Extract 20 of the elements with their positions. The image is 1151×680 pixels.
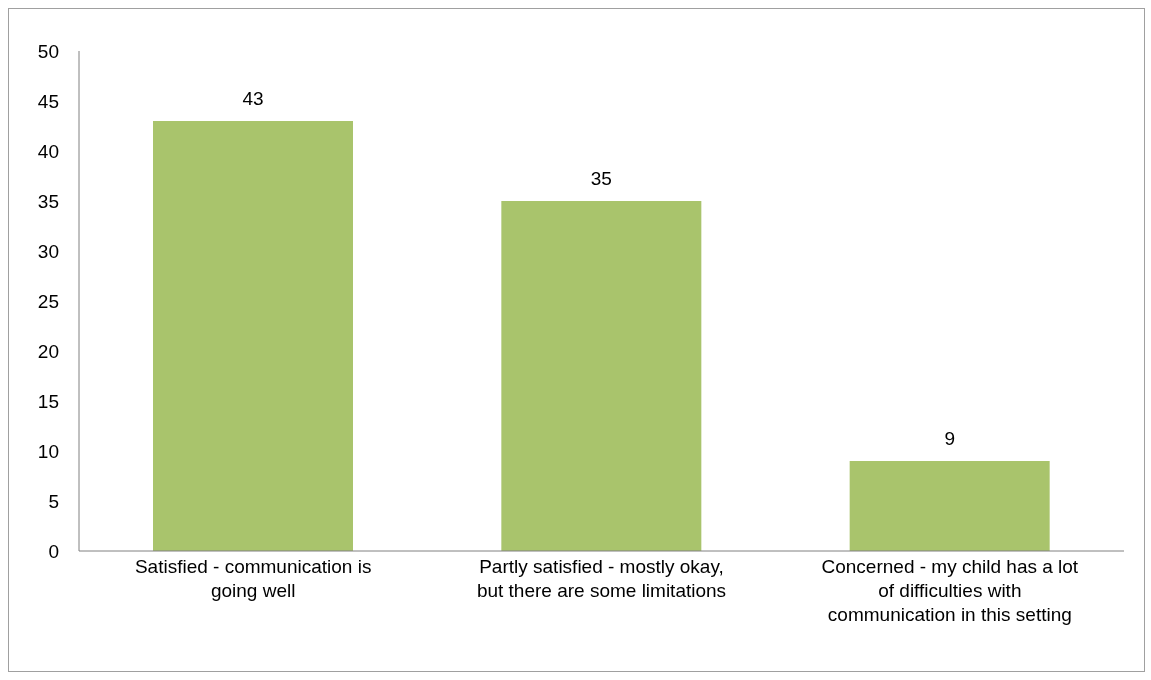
x-tick-label: Concerned - my child has a lot of difficulties with communication in this setting [821, 556, 1079, 625]
y-tick-label: 50 [37, 40, 59, 62]
y-tick-label: 5 [48, 490, 59, 512]
x-tick-label: Satisfied - communication is going well [134, 556, 372, 601]
y-tick-label: 10 [37, 440, 59, 462]
bar [849, 461, 1050, 551]
y-tick-label: 15 [37, 390, 59, 412]
y-tick-label: 45 [37, 90, 59, 112]
x-tick-label: Partly satisfied - mostly okay, but there are some limitations [476, 556, 727, 601]
data-label: 9 [944, 428, 955, 449]
data-label: 35 [590, 168, 612, 189]
y-tick-label: 25 [37, 290, 59, 312]
bar [501, 201, 702, 551]
y-tick-label: 30 [37, 240, 59, 262]
y-tick-label: 20 [37, 340, 59, 362]
y-tick-label: 40 [37, 140, 59, 162]
data-label: 43 [242, 88, 264, 109]
y-tick-label: 0 [48, 540, 59, 562]
bar [153, 121, 353, 551]
y-tick-label: 35 [37, 190, 59, 212]
